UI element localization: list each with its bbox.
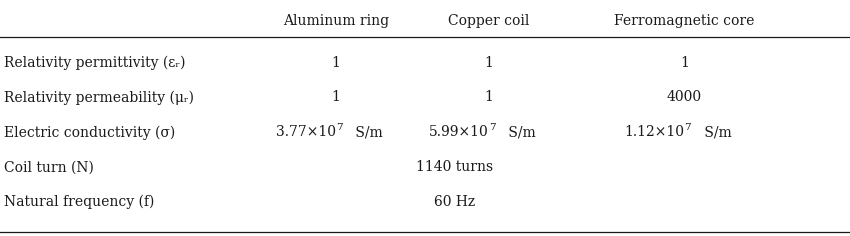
Text: Natural frequency (f): Natural frequency (f) [4,195,155,209]
Text: 1.12×10: 1.12×10 [624,125,684,139]
Text: 1: 1 [332,90,340,105]
Text: S/m: S/m [504,125,536,139]
Text: Coil turn (N): Coil turn (N) [4,160,94,174]
Text: 4000: 4000 [666,90,702,105]
Text: 1.12×107 S/m: 1.12×107 S/m [634,125,734,139]
Text: S/m: S/m [351,125,382,139]
Text: S/m: S/m [700,125,731,139]
Text: 1: 1 [484,55,493,70]
Text: 7: 7 [489,123,496,132]
Text: 3.77×107 S/m: 3.77×107 S/m [286,125,386,139]
Text: 3.77×10: 3.77×10 [275,125,336,139]
Text: 7: 7 [684,123,691,132]
Text: Relativity permittivity (εᵣ): Relativity permittivity (εᵣ) [4,55,186,70]
Text: 1140 turns: 1140 turns [416,160,493,174]
Text: Ferromagnetic core: Ferromagnetic core [614,14,755,28]
Text: 1: 1 [332,55,340,70]
Text: 60 Hz: 60 Hz [434,195,475,209]
Text: Relativity permeability (μᵣ): Relativity permeability (μᵣ) [4,90,195,105]
Text: Copper coil: Copper coil [448,14,530,28]
Text: 5.99×107 S/m: 5.99×107 S/m [439,125,539,139]
Text: 1: 1 [680,55,688,70]
Text: Aluminum ring: Aluminum ring [283,14,388,28]
Text: 7: 7 [336,123,343,132]
Text: Electric conductivity (σ): Electric conductivity (σ) [4,125,175,139]
Text: 1: 1 [484,90,493,105]
Text: 5.99×10: 5.99×10 [429,125,489,139]
